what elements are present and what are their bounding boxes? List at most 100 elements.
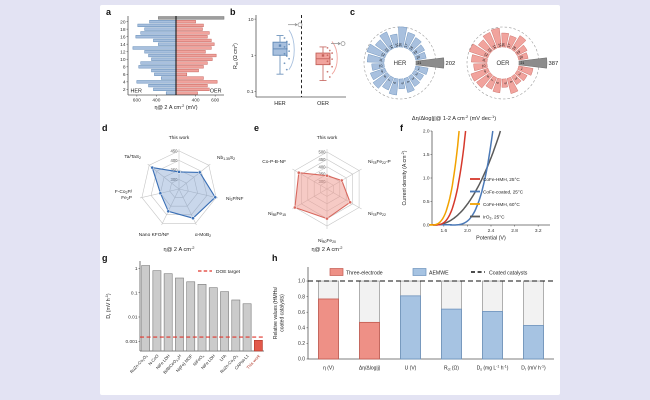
svg-text:U (V): U (V): [405, 366, 417, 372]
panel-d-letter: d: [102, 123, 108, 133]
svg-text:12: 12: [120, 49, 126, 55]
svg-text:OER: OER: [496, 61, 510, 67]
svg-text:6: 6: [393, 81, 397, 84]
panel-h-chart: 0.0 0.2 0.4 0.6 0.8 1.0 η (V) Δη/Δlog|j| U (V) Rc…: [273, 267, 554, 372]
svg-text:8: 8: [123, 64, 126, 70]
panel-c: c 1 2 3 4 5 6 7 8 9 10 11 12 13 14 15 16 17 18 19 20 21 HER 20…: [348, 7, 560, 127]
svg-text:18: 18: [512, 45, 518, 51]
panel-d: d 450 400 350 300 This work Nb1.35S2 Ni2P/NF α-…: [100, 123, 258, 257]
svg-text:4: 4: [123, 80, 126, 86]
svg-text:coated catalysts): coated catalysts): [280, 294, 286, 332]
svg-text:400: 400: [319, 164, 327, 169]
svg-text:1.0: 1.0: [423, 176, 430, 182]
svg-text:18: 18: [120, 27, 126, 33]
svg-text:Δη/Δlog|j|@ 1-2 A cm-2 (mV dec: Δη/Δlog|j|@ 1-2 A cm-2 (mV dec-1): [412, 114, 496, 122]
svg-text:0.6: 0.6: [298, 310, 305, 316]
svg-text:202: 202: [446, 61, 456, 67]
svg-text:10: 10: [481, 64, 485, 69]
svg-text:9: 9: [483, 69, 487, 73]
svg-text:DOE target: DOE target: [216, 269, 241, 275]
svg-text:14: 14: [388, 44, 393, 49]
panel-b-chart: 0.1 1 10 Rct (Ω cm2) HER OER: [232, 15, 346, 107]
svg-text:8: 8: [486, 74, 490, 78]
svg-text:13: 13: [384, 47, 390, 53]
svg-text:20: 20: [519, 55, 524, 60]
svg-text:2: 2: [518, 72, 522, 76]
svg-text:OER: OER: [210, 89, 222, 95]
svg-text:Dr (mV h-1): Dr (mV h-1): [521, 365, 546, 372]
svg-text:16: 16: [120, 34, 126, 40]
panel-a: a 2 4 6 8 10 12 14 16 18 20 600 400 400 600 HER OER η@ 2…: [104, 7, 228, 127]
svg-text:0.001: 0.001: [125, 339, 137, 345]
svg-text:HER: HER: [131, 89, 142, 95]
svg-text:10: 10: [248, 17, 254, 23]
svg-text:Co-P-B-NF: Co-P-B-NF: [262, 159, 286, 165]
svg-text:F-Co2P/: F-Co2P/: [115, 189, 133, 195]
svg-text:Ni80Fe20: Ni80Fe20: [318, 238, 336, 244]
svg-text:1: 1: [251, 53, 254, 59]
svg-text:Fe2P: Fe2P: [121, 195, 132, 201]
svg-text:21: 21: [521, 61, 525, 65]
svg-text:1: 1: [520, 67, 523, 71]
svg-text:Ni2P/NF: Ni2P/NF: [226, 196, 243, 202]
svg-text:η@ 2 A cm-2: η@ 2 A cm-2: [311, 245, 343, 253]
svg-text:Rct (Ω): Rct (Ω): [444, 366, 459, 372]
svg-text:15: 15: [394, 43, 399, 48]
panel-f-letter: f: [400, 123, 403, 133]
svg-text:Coated catalysts: Coated catalysts: [489, 270, 528, 276]
svg-text:14: 14: [120, 42, 126, 48]
svg-text:15: 15: [497, 43, 502, 48]
panel-g: g 1 0.1 0.01 0.001 RuZn-Co3O4 N-CoO NiFe LDH Bi…: [100, 253, 272, 395]
svg-text:387: 387: [549, 61, 559, 67]
svg-text:1.0: 1.0: [298, 279, 305, 285]
svg-text:0.1: 0.1: [131, 290, 138, 296]
svg-text:600: 600: [133, 98, 141, 104]
svg-text:20: 20: [416, 55, 421, 60]
svg-text:2: 2: [123, 87, 126, 93]
svg-text:1: 1: [417, 67, 420, 71]
svg-text:1.5: 1.5: [423, 152, 430, 158]
svg-text:Nano KFO/NF: Nano KFO/NF: [139, 232, 169, 238]
svg-text:CoFe-coated, 25°C: CoFe-coated, 25°C: [483, 189, 524, 194]
svg-text:η@ 2 A cm-2 (mV): η@ 2 A cm-2 (mV): [154, 103, 197, 111]
svg-text:3.2: 3.2: [535, 228, 542, 234]
svg-text:500: 500: [319, 149, 327, 154]
panel-a-letter: a: [106, 7, 112, 17]
svg-text:4: 4: [509, 80, 513, 83]
svg-text:17: 17: [507, 43, 512, 48]
svg-text:HER: HER: [274, 101, 285, 107]
svg-text:Ni78Fe22-P: Ni78Fe22-P: [368, 159, 391, 165]
svg-text:2.4: 2.4: [488, 228, 495, 234]
svg-text:α-MoB2: α-MoB2: [195, 232, 211, 238]
svg-text:17: 17: [404, 43, 409, 48]
svg-text:10: 10: [120, 57, 126, 63]
svg-text:19: 19: [516, 50, 521, 55]
svg-text:2: 2: [415, 72, 419, 76]
svg-text:2.0: 2.0: [423, 129, 430, 135]
panel-h-letter: h: [272, 253, 278, 263]
svg-text:2.8: 2.8: [511, 228, 518, 234]
svg-text:11: 11: [482, 58, 486, 62]
svg-text:450: 450: [171, 148, 179, 153]
figure-canvas: a 2 4 6 8 10 12 14 16 18 20 600 400 400 600 HER OER η@ 2…: [100, 5, 560, 395]
svg-text:CoFe-HMH, 60°C: CoFe-HMH, 60°C: [483, 202, 520, 207]
svg-text:Relative values (HMHs/: Relative values (HMHs/: [273, 286, 279, 339]
svg-text:AEMWE: AEMWE: [429, 270, 449, 276]
svg-text:Current density (A cm-2): Current density (A cm-2): [401, 150, 408, 205]
svg-text:Δη/Δlog|j|: Δη/Δlog|j|: [359, 366, 380, 372]
panel-e: e 500450400350300This workNi78Fe22-PNi78…: [252, 123, 402, 257]
svg-text:8: 8: [383, 74, 387, 78]
svg-text:7: 7: [490, 78, 494, 82]
svg-text:η@ 2 A cm-2: η@ 2 A cm-2: [163, 245, 195, 253]
panel-c-letter: c: [350, 7, 356, 17]
svg-text:400: 400: [192, 98, 200, 104]
svg-text:2.0: 2.0: [464, 228, 471, 234]
panel-f: f 1.6 2.0 2.4 2.8 3.2 0.0 0.5 1.0 1.5 2.0 CoFe-HMH…: [398, 123, 560, 257]
svg-text:Ds (mg L-1 h-1): Ds (mg L-1 h-1): [477, 365, 509, 372]
panel-b: b 0.1 1 10 Rct (Ω cm2) HER OER: [228, 7, 350, 127]
svg-text:6: 6: [123, 72, 126, 78]
svg-text:0.1: 0.1: [247, 89, 254, 95]
